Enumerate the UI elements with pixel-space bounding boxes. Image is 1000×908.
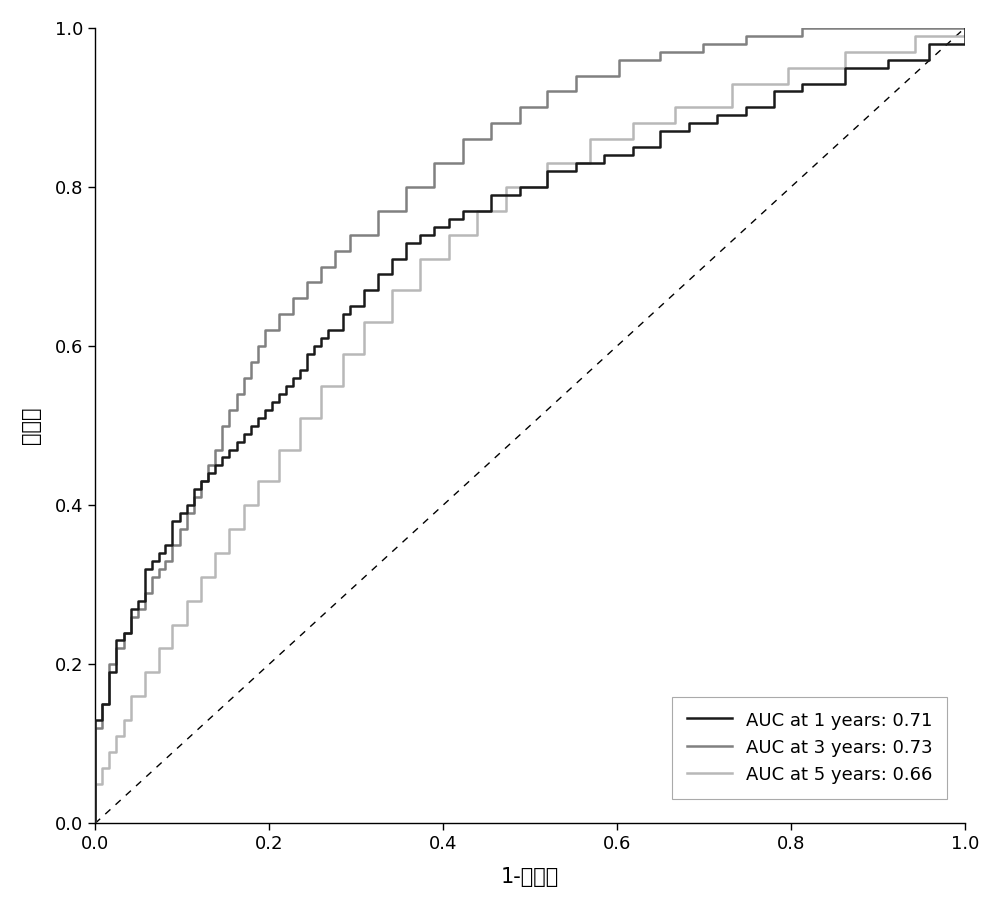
AUC at 3 years: 0.73: (0.073, 0.32): 0.73: (0.073, 0.32) [153,564,165,575]
AUC at 5 years: 0.66: (0.154, 0.37): 0.66: (0.154, 0.37) [223,524,235,535]
AUC at 3 years: 0.73: (0.057, 0.29): 0.73: (0.057, 0.29) [139,587,151,598]
AUC at 3 years: 0.73: (0.114, 0.41): 0.73: (0.114, 0.41) [188,492,200,503]
AUC at 5 years: 0.66: (0.472, 0.8): 0.66: (0.472, 0.8) [500,182,512,192]
AUC at 5 years: 0.66: (0, 0): 0.66: (0, 0) [89,818,101,829]
AUC at 3 years: 0.73: (0.455, 0.88): 0.73: (0.455, 0.88) [485,118,497,129]
AUC at 3 years: 0.73: (0.13, 0.45): 0.73: (0.13, 0.45) [202,460,214,471]
AUC at 3 years: 0.73: (0.049, 0.27): 0.73: (0.049, 0.27) [132,603,144,614]
AUC at 3 years: 0.73: (0.163, 0.54): 0.73: (0.163, 0.54) [231,389,243,400]
AUC at 3 years: 0.73: (0.041, 0.26): 0.73: (0.041, 0.26) [125,611,137,622]
AUC at 5 years: 0.66: (0.439, 0.77): 0.66: (0.439, 0.77) [471,205,483,216]
AUC at 5 years: 0.66: (0.171, 0.4): 0.66: (0.171, 0.4) [238,499,250,510]
AUC at 3 years: 0.73: (0.187, 0.6): 0.73: (0.187, 0.6) [252,340,264,351]
AUC at 3 years: 0.73: (0.553, 0.94): 0.73: (0.553, 0.94) [570,70,582,81]
AUC at 5 years: 0.66: (0.52, 0.83): 0.66: (0.52, 0.83) [541,158,553,169]
AUC at 5 years: 0.66: (0.341, 0.67): 0.66: (0.341, 0.67) [386,285,398,296]
AUC at 5 years: 0.66: (0.732, 0.93): 0.66: (0.732, 0.93) [726,78,738,89]
AUC at 3 years: 0.73: (0.325, 0.77): 0.73: (0.325, 0.77) [372,205,384,216]
AUC at 5 years: 0.66: (0.122, 0.31): 0.66: (0.122, 0.31) [195,571,207,582]
AUC at 5 years: 0.66: (0.073, 0.22): 0.66: (0.073, 0.22) [153,643,165,654]
AUC at 5 years: 0.66: (0.943, 0.99): 0.66: (0.943, 0.99) [909,30,921,41]
AUC at 3 years: 0.73: (0.65, 0.97): 0.73: (0.65, 0.97) [654,46,666,57]
AUC at 5 years: 0.66: (0.033, 0.13): 0.66: (0.033, 0.13) [118,715,130,725]
AUC at 5 years: 0.66: (0.024, 0.11): 0.66: (0.024, 0.11) [110,731,122,742]
AUC at 5 years: 0.66: (0.138, 0.34): 0.66: (0.138, 0.34) [209,548,221,558]
AUC at 3 years: 0.73: (0.081, 0.33): 0.73: (0.081, 0.33) [159,556,171,567]
AUC at 5 years: 0.66: (0.106, 0.28): 0.66: (0.106, 0.28) [181,596,193,607]
AUC at 3 years: 0.73: (0.122, 0.43): 0.73: (0.122, 0.43) [195,476,207,487]
Line: AUC at 1 years: 0.71: AUC at 1 years: 0.71 [95,28,965,824]
AUC at 3 years: 0.73: (0.228, 0.66): 0.73: (0.228, 0.66) [287,293,299,304]
AUC at 5 years: 0.66: (0.211, 0.47): 0.66: (0.211, 0.47) [273,444,285,455]
AUC at 5 years: 0.66: (0.016, 0.09): 0.66: (0.016, 0.09) [103,746,115,757]
AUC at 3 years: 0.73: (0.016, 0.17): 0.73: (0.016, 0.17) [103,683,115,694]
AUC at 5 years: 0.66: (0.667, 0.9): 0.66: (0.667, 0.9) [669,102,681,113]
AUC at 3 years: 0.73: (0.211, 0.64): 0.73: (0.211, 0.64) [273,309,285,320]
AUC at 5 years: 0.66: (1, 1): 0.66: (1, 1) [959,23,971,34]
AUC at 3 years: 0.73: (0.008, 0.15): 0.73: (0.008, 0.15) [96,698,108,709]
AUC at 3 years: 0.73: (0.602, 0.96): 0.73: (0.602, 0.96) [613,54,625,65]
AUC at 5 years: 0.66: (0.26, 0.55): 0.66: (0.26, 0.55) [315,380,327,391]
X-axis label: 1-特异性: 1-特异性 [501,867,559,887]
AUC at 5 years: 0.66: (0.618, 0.88): 0.66: (0.618, 0.88) [627,118,639,129]
AUC at 3 years: 0.73: (0.878, 1): 0.73: (0.878, 1) [853,23,865,34]
AUC at 3 years: 0.73: (0.171, 0.56): 0.73: (0.171, 0.56) [238,372,250,383]
AUC at 3 years: 0.73: (0.358, 0.8): 0.73: (0.358, 0.8) [400,182,412,192]
AUC at 3 years: 0.73: (0.098, 0.37): 0.73: (0.098, 0.37) [174,524,186,535]
AUC at 1 years: 0.71: (0.488, 0.8): 0.71: (0.488, 0.8) [514,182,526,192]
Line: AUC at 3 years: 0.73: AUC at 3 years: 0.73 [95,28,965,824]
AUC at 3 years: 0.73: (0.748, 0.99): 0.73: (0.748, 0.99) [740,30,752,41]
AUC at 3 years: 0.73: (0.195, 0.62): 0.73: (0.195, 0.62) [259,325,271,336]
AUC at 3 years: 0.73: (0.089, 0.35): 0.73: (0.089, 0.35) [166,539,178,550]
AUC at 3 years: 0.73: (1, 1): 0.73: (1, 1) [959,23,971,34]
AUC at 5 years: 0.66: (0.309, 0.63): 0.66: (0.309, 0.63) [358,317,370,328]
AUC at 3 years: 0.73: (0.699, 0.98): 0.73: (0.699, 0.98) [697,38,709,49]
AUC at 3 years: 0.73: (0.813, 1): 0.73: (0.813, 1) [796,23,808,34]
Legend: AUC at 1 years: 0.71, AUC at 3 years: 0.73, AUC at 5 years: 0.66: AUC at 1 years: 0.71, AUC at 3 years: 0.… [672,696,947,798]
AUC at 3 years: 0.73: (0.276, 0.72): 0.73: (0.276, 0.72) [329,245,341,256]
AUC at 3 years: 0.73: (0.154, 0.52): 0.73: (0.154, 0.52) [223,404,235,415]
AUC at 1 years: 0.71: (0.049, 0.28): 0.71: (0.049, 0.28) [132,596,144,607]
AUC at 5 years: 0.66: (0.374, 0.71): 0.66: (0.374, 0.71) [414,253,426,264]
AUC at 1 years: 0.71: (0, 0): 0.71: (0, 0) [89,818,101,829]
AUC at 3 years: 0.73: (0.943, 1): 0.73: (0.943, 1) [909,23,921,34]
Line: AUC at 5 years: 0.66: AUC at 5 years: 0.66 [95,28,965,824]
AUC at 5 years: 0.66: (0.862, 0.97): 0.66: (0.862, 0.97) [839,46,851,57]
AUC at 5 years: 0.66: (0.057, 0.19): 0.66: (0.057, 0.19) [139,666,151,677]
AUC at 3 years: 0.73: (0.138, 0.47): 0.73: (0.138, 0.47) [209,444,221,455]
AUC at 3 years: 0.73: (0.26, 0.7): 0.73: (0.26, 0.7) [315,262,327,272]
AUC at 5 years: 0.66: (0.285, 0.59): 0.66: (0.285, 0.59) [337,349,349,360]
AUC at 3 years: 0.73: (0.024, 0.22): 0.73: (0.024, 0.22) [110,643,122,654]
AUC at 3 years: 0.73: (0.244, 0.68): 0.73: (0.244, 0.68) [301,277,313,288]
AUC at 5 years: 0.66: (0.008, 0.07): 0.66: (0.008, 0.07) [96,763,108,774]
AUC at 5 years: 0.66: (0.041, 0.16): 0.66: (0.041, 0.16) [125,691,137,702]
AUC at 3 years: 0.73: (0.39, 0.83): 0.73: (0.39, 0.83) [428,158,440,169]
Y-axis label: 敏感性: 敏感性 [21,407,41,444]
AUC at 5 years: 0.66: (0.569, 0.86): 0.66: (0.569, 0.86) [584,133,596,144]
AUC at 3 years: 0.73: (0.423, 0.86): 0.73: (0.423, 0.86) [457,133,469,144]
AUC at 3 years: 0.73: (0.065, 0.31): 0.73: (0.065, 0.31) [146,571,158,582]
AUC at 3 years: 0.73: (0.293, 0.74): 0.73: (0.293, 0.74) [344,229,356,240]
AUC at 3 years: 0.73: (0, 0.12): 0.73: (0, 0.12) [89,723,101,734]
AUC at 3 years: 0.73: (0, 0): 0.73: (0, 0) [89,818,101,829]
AUC at 3 years: 0.73: (0.52, 0.92): 0.73: (0.52, 0.92) [541,86,553,97]
AUC at 1 years: 0.71: (0.089, 0.36): 0.71: (0.089, 0.36) [166,531,178,542]
AUC at 1 years: 0.71: (1, 1): 0.71: (1, 1) [959,23,971,34]
AUC at 1 years: 0.71: (0.114, 0.42): 0.71: (0.114, 0.42) [188,484,200,495]
AUC at 5 years: 0.66: (0.089, 0.25): 0.66: (0.089, 0.25) [166,619,178,630]
AUC at 1 years: 0.71: (0.179, 0.5): 0.71: (0.179, 0.5) [245,420,257,431]
AUC at 1 years: 0.71: (0.78, 0.92): 0.71: (0.78, 0.92) [768,86,780,97]
AUC at 5 years: 0.66: (0.236, 0.51): 0.66: (0.236, 0.51) [294,412,306,423]
AUC at 3 years: 0.73: (0.106, 0.39): 0.73: (0.106, 0.39) [181,508,193,518]
AUC at 5 years: 0.66: (0.407, 0.74): 0.66: (0.407, 0.74) [443,229,455,240]
AUC at 5 years: 0.66: (0.187, 0.43): 0.66: (0.187, 0.43) [252,476,264,487]
AUC at 3 years: 0.73: (0.016, 0.2): 0.73: (0.016, 0.2) [103,659,115,670]
AUC at 3 years: 0.73: (0.179, 0.58): 0.73: (0.179, 0.58) [245,357,257,368]
AUC at 5 years: 0.66: (0.797, 0.95): 0.66: (0.797, 0.95) [782,62,794,73]
AUC at 3 years: 0.73: (0.146, 0.5): 0.73: (0.146, 0.5) [216,420,228,431]
AUC at 5 years: 0.66: (0, 0.05): 0.66: (0, 0.05) [89,778,101,789]
AUC at 3 years: 0.73: (0.488, 0.9): 0.73: (0.488, 0.9) [514,102,526,113]
AUC at 3 years: 0.73: (0.033, 0.24): 0.73: (0.033, 0.24) [118,627,130,638]
